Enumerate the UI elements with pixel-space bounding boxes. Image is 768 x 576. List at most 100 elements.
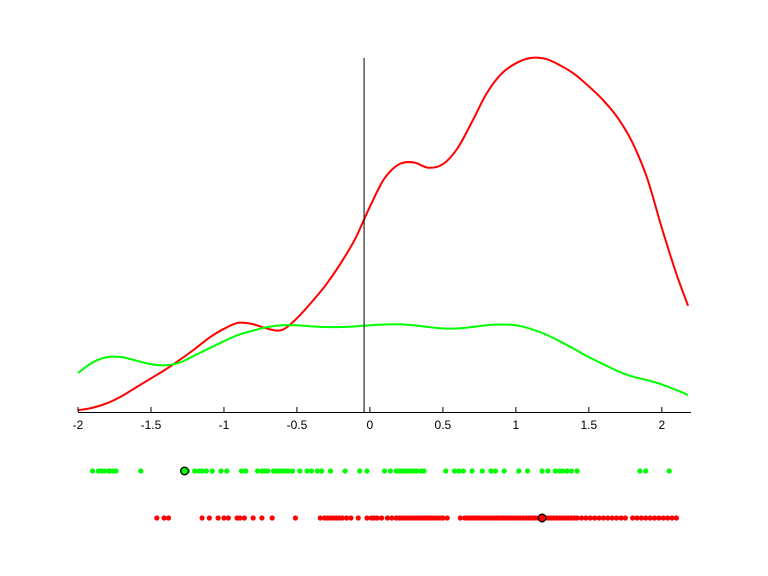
rug-point <box>414 468 420 474</box>
rug-highlight-point <box>537 513 547 523</box>
x-tick-label-0: -2 <box>73 418 84 432</box>
rug-point <box>374 515 380 521</box>
rug-point <box>343 515 350 521</box>
rug-point <box>381 468 388 474</box>
x-tick-label-5: 0.5 <box>435 418 452 432</box>
rug-point <box>638 515 644 521</box>
rug-point <box>355 515 361 521</box>
rug-point <box>643 515 649 521</box>
rug-point <box>218 468 224 474</box>
rug-point <box>389 515 395 521</box>
rug-point <box>342 468 348 474</box>
rug-point <box>592 515 598 521</box>
rug-point <box>138 468 144 474</box>
rug-point <box>492 468 499 474</box>
rug-point <box>285 468 291 474</box>
rug-point <box>364 468 370 474</box>
rug-point <box>265 468 271 474</box>
rug-point <box>665 515 671 521</box>
rug-point <box>254 468 261 474</box>
x-tick-label-1: -1.5 <box>141 418 162 432</box>
rug-point <box>516 468 522 474</box>
rug-point <box>161 515 167 521</box>
rug-point <box>192 468 198 474</box>
rug-point <box>605 515 611 521</box>
x-tick-label-2: -1 <box>219 418 230 432</box>
density-curve-1 <box>77 56 690 412</box>
x-tick-label-8: 2 <box>658 418 665 432</box>
rug-point <box>199 468 205 474</box>
rug-point <box>225 515 231 521</box>
rug-point <box>457 515 463 521</box>
rug-point <box>165 515 172 521</box>
rug-point <box>524 468 531 474</box>
x-tick-label-6: 1 <box>513 418 520 432</box>
x-axis: -2 -1.5 -1 -0.5 0 0.5 1 1.5 2 <box>73 407 691 432</box>
rug-point <box>559 468 566 474</box>
rug-point <box>618 515 624 521</box>
rug-point <box>622 515 628 521</box>
rug-point <box>552 468 558 474</box>
rug-point <box>259 515 265 521</box>
rug-point <box>651 515 658 521</box>
rug-plots <box>89 466 680 523</box>
rug-point <box>215 515 221 521</box>
rug-point <box>574 468 580 474</box>
rug-point <box>241 515 247 521</box>
rug-point <box>660 515 666 521</box>
rug-point <box>600 515 607 521</box>
rug-point <box>243 468 249 474</box>
rug-point <box>292 515 299 521</box>
rug-point <box>545 468 551 474</box>
rug-point <box>574 515 580 521</box>
rug-point <box>348 515 354 521</box>
rug-point <box>238 468 245 474</box>
rug-point <box>89 468 96 474</box>
rug-point <box>630 515 636 521</box>
rug-point <box>387 468 393 474</box>
rug-point <box>578 515 585 521</box>
rug-point <box>643 468 649 474</box>
rug-point <box>221 515 227 521</box>
rug-point <box>673 515 680 521</box>
rug-point <box>568 468 574 474</box>
rug-point <box>224 468 230 474</box>
rug-point <box>308 468 315 474</box>
rug-point <box>317 515 323 521</box>
rug-point <box>583 515 589 521</box>
x-tick-label-3: -0.5 <box>287 418 308 432</box>
rug-row-1 <box>89 466 672 476</box>
density-curve-2 <box>77 323 689 396</box>
rug-highlight-point <box>180 466 190 476</box>
rug-point <box>443 468 449 474</box>
rug-point <box>203 468 210 474</box>
rug-point <box>269 515 275 521</box>
rug-point <box>250 515 256 521</box>
rug-point <box>460 468 466 474</box>
rug-point <box>154 515 160 521</box>
rug-point <box>469 468 475 474</box>
rug-point <box>199 515 205 521</box>
rug-point <box>101 468 107 474</box>
rug-point <box>314 468 320 474</box>
rug-point <box>113 468 119 474</box>
rug-point <box>637 468 643 474</box>
rug-point <box>564 468 570 474</box>
rug-point <box>327 468 334 474</box>
rug-point <box>421 468 427 474</box>
rug-point <box>451 468 458 474</box>
rug-point <box>357 468 363 474</box>
rug-point <box>339 515 345 521</box>
rug-point <box>634 515 640 521</box>
rug-point <box>596 515 602 521</box>
rug-point <box>587 515 593 521</box>
rug-point <box>456 468 462 474</box>
rug-point <box>479 468 485 474</box>
rug-point <box>297 468 303 474</box>
rug-point <box>364 515 370 521</box>
rug-row-2 <box>154 513 680 523</box>
rug-point <box>319 468 325 474</box>
rug-point <box>378 515 385 521</box>
rug-point <box>539 468 545 474</box>
